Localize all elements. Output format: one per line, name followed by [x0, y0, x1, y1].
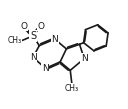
Text: CH₃: CH₃ [8, 36, 22, 45]
Text: O: O [37, 22, 44, 31]
Text: S: S [30, 31, 36, 41]
Text: N: N [42, 64, 49, 73]
Text: O: O [20, 22, 27, 31]
Text: N: N [51, 35, 58, 44]
Text: CH₃: CH₃ [65, 84, 79, 93]
Text: N: N [30, 53, 36, 62]
Text: N: N [81, 54, 88, 63]
